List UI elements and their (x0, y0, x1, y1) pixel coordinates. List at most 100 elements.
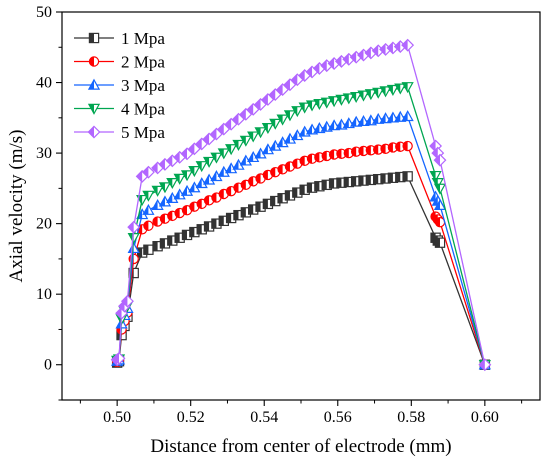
data-point-4-mpa (195, 161, 208, 173)
data-point-5-mpa (401, 38, 415, 52)
data-point-4-mpa (158, 182, 172, 194)
data-point-2-mpa (255, 173, 266, 184)
series-5-mpa (110, 38, 492, 372)
data-point-4-mpa (327, 96, 341, 108)
data-point-5-mpa (268, 88, 282, 101)
data-point-5-mpa (246, 102, 260, 116)
y-axis-title: Axial velocity (m/s) (6, 129, 27, 282)
data-point-4-mpa (188, 166, 201, 178)
data-point-4-mpa (320, 97, 333, 109)
data-point-2-mpa (196, 198, 207, 210)
data-point-5-mpa (261, 93, 275, 106)
data-point-3-mpa (254, 147, 267, 159)
data-point-4-mpa (350, 91, 363, 103)
data-point-2-mpa (402, 140, 413, 152)
data-point-2-mpa (292, 158, 303, 169)
legend-marker (87, 125, 101, 139)
data-point-5-mpa (433, 153, 447, 167)
data-point-4-mpa (151, 185, 164, 197)
data-point-2-mpa (143, 220, 154, 231)
data-point-2-mpa (395, 141, 406, 152)
data-point-4-mpa (394, 83, 407, 95)
data-point-5-mpa (187, 142, 201, 156)
data-point-4-mpa (254, 127, 267, 139)
legend-marker (87, 103, 101, 115)
series-4-mpa (111, 82, 491, 372)
series-line-5-mpa (116, 44, 486, 365)
data-point-4-mpa (283, 110, 297, 122)
data-point-4-mpa (276, 114, 289, 126)
legend-item-3-mpa: 3 Mpa (74, 76, 165, 95)
legend: 1 Mpa 2 Mpa 3 Mpa 4 Mpa 5 Mpa (74, 29, 165, 142)
data-point-4-mpa (166, 178, 179, 190)
data-point-4-mpa (372, 87, 385, 99)
data-point-2-mpa (306, 153, 318, 164)
data-point-5-mpa (121, 294, 134, 308)
x-tick-label: 0.58 (397, 409, 425, 426)
data-point-5-mpa (180, 147, 194, 161)
data-point-5-mpa (254, 97, 268, 111)
data-point-4-mpa (232, 139, 245, 151)
data-point-4-mpa (247, 131, 260, 143)
x-axis-title: Distance from center of electrode (mm) (150, 436, 451, 457)
y-tick-label: 0 (44, 357, 52, 374)
data-point-4-mpa (433, 183, 447, 195)
data-point-5-mpa (127, 220, 141, 234)
data-point-3-mpa (142, 203, 155, 215)
x-tick-label: 0.50 (103, 409, 131, 426)
data-point-4-mpa (342, 93, 355, 105)
data-point-4-mpa (269, 118, 282, 130)
data-point-1-mpa (143, 244, 154, 255)
legend-marker (87, 78, 101, 90)
y-tick-label: 30 (36, 145, 52, 162)
data-point-2-mpa (350, 146, 362, 157)
legend-item-2-mpa: 2 Mpa (74, 53, 165, 72)
legend-label: 3 Mpa (121, 76, 165, 95)
data-point-4-mpa (210, 152, 223, 164)
data-point-4-mpa (127, 233, 140, 245)
data-point-4-mpa (136, 194, 149, 206)
data-point-3-mpa (401, 110, 414, 122)
data-point-3-mpa (433, 198, 447, 210)
data-point-5-mpa (224, 117, 238, 131)
data-point-4-mpa (313, 99, 326, 111)
data-point-4-mpa (335, 94, 348, 106)
x-tick-label: 0.54 (250, 409, 278, 426)
data-point-4-mpa (173, 173, 186, 185)
data-point-4-mpa (357, 90, 370, 102)
x-tick-label: 0.56 (324, 409, 352, 426)
legend-label: 2 Mpa (121, 53, 165, 72)
y-tick-label: 50 (36, 4, 52, 21)
data-point-1-mpa (434, 237, 446, 248)
data-point-5-mpa (276, 83, 290, 97)
data-point-2-mpa (358, 145, 369, 157)
data-point-2-mpa (159, 213, 171, 224)
data-point-5-mpa (283, 78, 297, 92)
legend-item-1-mpa: 1 Mpa (74, 29, 165, 48)
data-point-4-mpa (386, 84, 400, 96)
data-point-4-mpa (364, 89, 377, 101)
legend-marker (88, 32, 100, 44)
plot-area (110, 38, 492, 372)
y-tick-label: 10 (36, 286, 52, 303)
series-line-1-mpa (116, 175, 486, 365)
data-point-5-mpa (195, 137, 209, 151)
data-point-4-mpa (202, 156, 216, 168)
data-point-5-mpa (112, 351, 126, 365)
data-point-4-mpa (142, 190, 155, 202)
data-point-5-mpa (239, 107, 253, 121)
legend-item-5-mpa: 5 Mpa (74, 123, 165, 142)
data-point-5-mpa (141, 165, 155, 179)
data-point-5-mpa (209, 127, 223, 141)
data-point-4-mpa (217, 148, 230, 160)
legend-label: 5 Mpa (121, 123, 165, 142)
data-point-2-mpa (328, 149, 340, 160)
data-point-4-mpa (180, 170, 194, 182)
legend-label: 1 Mpa (121, 29, 165, 48)
data-point-4-mpa (225, 144, 238, 156)
x-tick-label: 0.52 (177, 409, 205, 426)
data-point-1-mpa (402, 171, 413, 182)
x-tick-label: 0.60 (471, 409, 499, 426)
